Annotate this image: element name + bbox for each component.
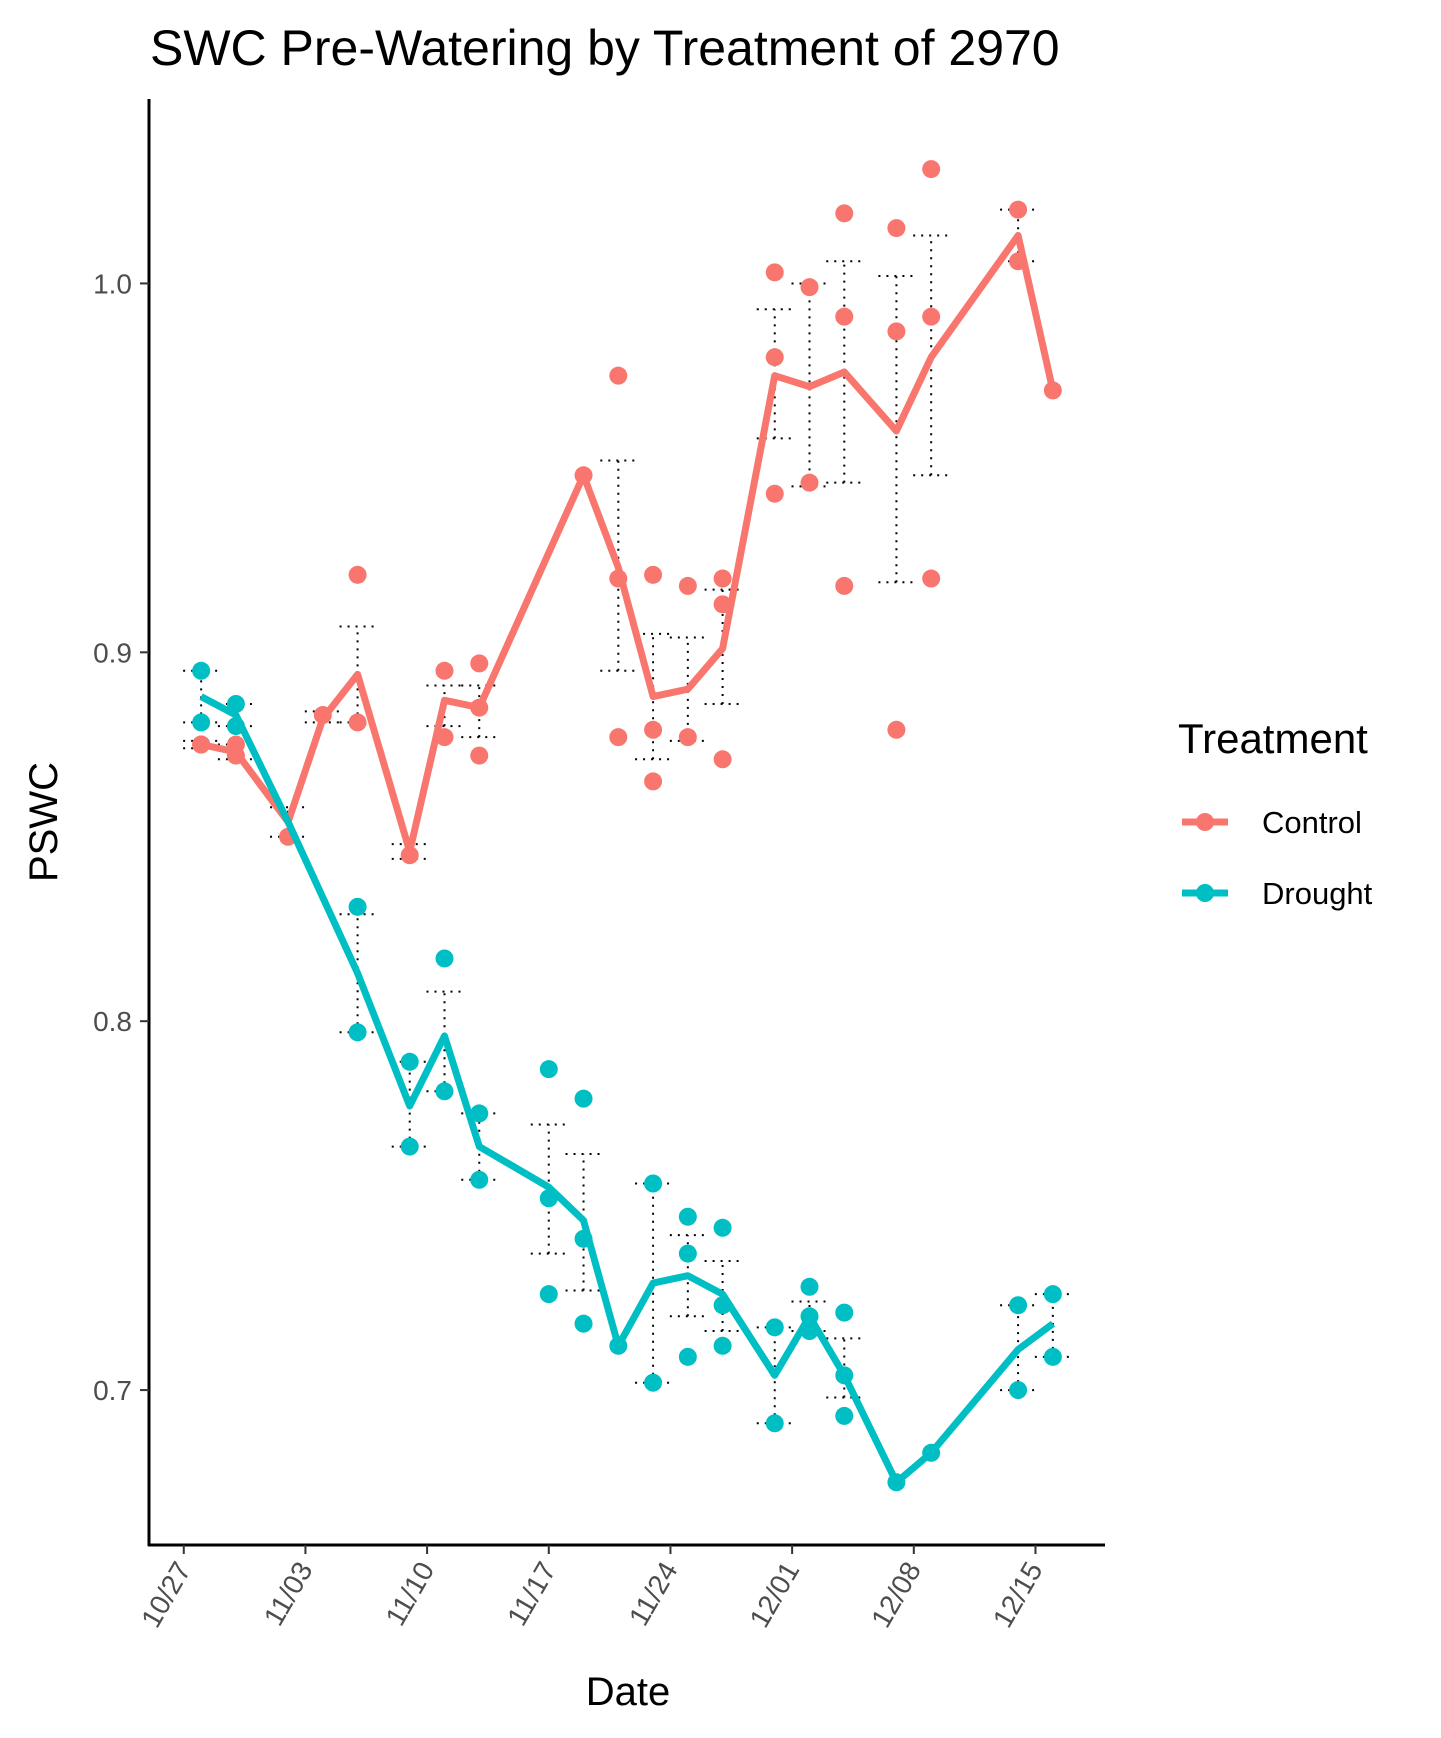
control-point [765,263,784,282]
control-point [713,750,732,769]
plot-area [183,160,1071,1492]
control-point [800,278,819,297]
drought-point [574,1314,593,1333]
drought-point [192,661,211,680]
drought-point [400,1137,419,1156]
drought-point [713,1336,732,1355]
control-point [678,576,697,595]
drought-point [713,1218,732,1237]
control-point [887,322,906,341]
drought-point [226,694,245,713]
control-point [713,569,732,588]
drought-points [192,661,1062,1492]
y-axis-ticks: 0.7 0.8 0.9 1.0 [93,268,149,1406]
control-point [922,569,941,588]
drought-point [678,1347,697,1366]
drought-point [539,1060,558,1079]
y-tick-label: 0.9 [93,637,132,668]
control-point [644,720,663,739]
drought-point [348,1023,367,1042]
control-point [887,219,906,238]
drought-point [678,1207,697,1226]
legend-key-drought-point [1196,884,1214,902]
control-point [400,846,419,865]
legend-key-control-point [1196,813,1214,831]
x-axis-ticks: 10/27 11/03 11/10 11/17 11/24 12/01 12/08 12/15 [135,1545,1049,1633]
drought-point [1043,1285,1062,1304]
x-tick-label: 12/01 [743,1557,805,1633]
x-tick-label: 11/24 [623,1557,684,1631]
legend-title: Treatment [1178,715,1368,762]
control-point [470,654,489,673]
x-tick-label: 11/03 [258,1557,319,1631]
y-tick-label: 0.7 [93,1375,132,1406]
x-tick-label: 10/27 [135,1557,197,1633]
control-point [678,728,697,747]
drought-point [1009,1381,1028,1400]
control-point [922,307,941,326]
drought-point [470,1104,489,1123]
drought-point [1043,1347,1062,1366]
drought-point [470,1170,489,1189]
drought-point [435,1082,454,1101]
y-tick-label: 1.0 [93,268,132,299]
drought-point [400,1052,419,1071]
x-axis-title: Date [586,1670,671,1714]
drought-point [800,1277,819,1296]
control-point [644,772,663,791]
drought-error-bars [183,669,1071,1425]
legend: Treatment Control Drought [1178,715,1373,911]
control-line [200,232,1057,855]
x-tick-label: 12/08 [865,1557,927,1633]
drought-point [835,1303,854,1322]
control-point [609,366,628,385]
control-point [800,473,819,492]
drought-point [765,1318,784,1337]
drought-point [539,1285,558,1304]
legend-label-control: Control [1262,805,1362,840]
x-tick-label: 11/10 [379,1557,440,1631]
drought-point [644,1373,663,1392]
control-point [348,565,367,584]
control-point [609,728,628,747]
drought-point [1009,1296,1028,1315]
control-point [835,307,854,326]
drought-point [644,1174,663,1193]
control-point [887,720,906,739]
y-axis-title: PSWC [22,762,66,882]
legend-label-drought: Drought [1262,876,1373,911]
control-point [348,713,367,732]
drought-point [678,1244,697,1263]
control-point [470,746,489,765]
control-point [765,484,784,503]
control-point [435,661,454,680]
control-point [922,160,941,179]
drought-point [192,713,211,732]
x-tick-label: 11/17 [501,1557,562,1631]
drought-point [835,1406,854,1425]
x-tick-label: 12/15 [987,1557,1049,1633]
drought-point [574,1089,593,1108]
control-point [765,348,784,367]
drought-point [435,949,454,968]
drought-line [199,693,1055,1486]
control-point [835,576,854,595]
control-point [1009,200,1028,219]
drought-point [348,897,367,916]
control-point [644,565,663,584]
chart-title: SWC Pre-Watering by Treatment of 2970 [150,20,1060,76]
drought-point [765,1414,784,1433]
control-point [835,204,854,223]
y-tick-label: 0.8 [93,1006,132,1037]
